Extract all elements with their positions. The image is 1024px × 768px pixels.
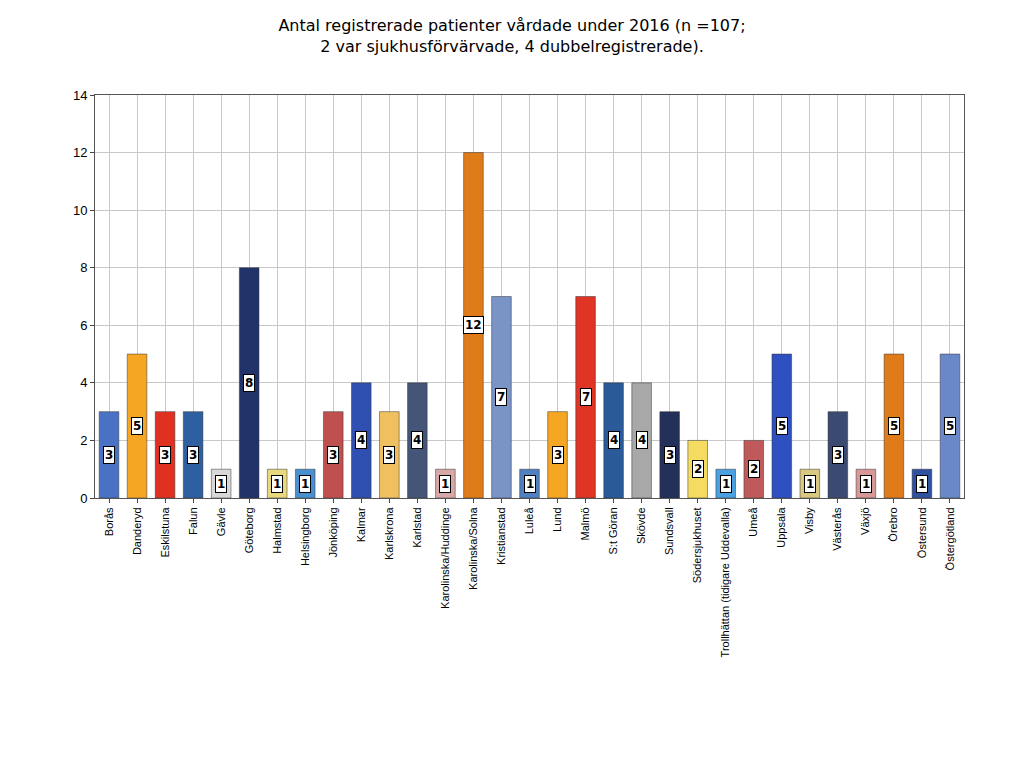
svg-text:Karolinska/Huddinge: Karolinska/Huddinge <box>439 507 451 609</box>
svg-text:Kalmar: Kalmar <box>355 507 367 542</box>
svg-text:1: 1 <box>526 477 534 491</box>
svg-text:3: 3 <box>834 448 842 462</box>
svg-text:0: 0 <box>80 491 87 506</box>
svg-text:1: 1 <box>806 477 814 491</box>
svg-text:Halmstad: Halmstad <box>271 507 283 553</box>
svg-text:Visby: Visby <box>803 507 815 534</box>
svg-text:3: 3 <box>161 448 169 462</box>
svg-text:7: 7 <box>582 390 590 404</box>
svg-text:8: 8 <box>80 260 87 275</box>
svg-text:Malmö: Malmö <box>579 507 591 540</box>
svg-text:1: 1 <box>918 477 926 491</box>
svg-text:Eskilstuna: Eskilstuna <box>159 507 171 558</box>
svg-text:14: 14 <box>73 88 87 103</box>
svg-text:Lund: Lund <box>551 507 563 531</box>
svg-text:1: 1 <box>217 477 225 491</box>
svg-text:4: 4 <box>357 433 365 447</box>
svg-text:2: 2 <box>750 462 758 476</box>
svg-text:7: 7 <box>497 390 505 404</box>
svg-text:Växjö: Växjö <box>859 507 871 535</box>
svg-text:2: 2 <box>694 462 702 476</box>
svg-text:5: 5 <box>890 419 898 433</box>
svg-text:4: 4 <box>610 433 618 447</box>
svg-text:3: 3 <box>329 448 337 462</box>
svg-text:4: 4 <box>638 433 646 447</box>
svg-text:Jönköping: Jönköping <box>327 507 339 557</box>
svg-text:Luleå: Luleå <box>523 507 535 535</box>
svg-text:Helsingborg: Helsingborg <box>299 507 311 566</box>
svg-text:4: 4 <box>413 433 421 447</box>
svg-text:3: 3 <box>666 448 674 462</box>
svg-text:6: 6 <box>80 318 87 333</box>
svg-text:1: 1 <box>862 477 870 491</box>
svg-text:3: 3 <box>105 448 113 462</box>
svg-text:8: 8 <box>245 376 253 390</box>
svg-text:1: 1 <box>722 477 730 491</box>
svg-text:Skövde: Skövde <box>635 507 647 544</box>
svg-text:1: 1 <box>301 477 309 491</box>
svg-text:Uppsala: Uppsala <box>775 507 787 548</box>
svg-text:Östergötland: Östergötland <box>944 507 956 570</box>
svg-text:Karlstad: Karlstad <box>411 507 423 547</box>
svg-text:3: 3 <box>189 448 197 462</box>
svg-text:Sundsvall: Sundsvall <box>663 507 675 555</box>
svg-text:2: 2 <box>80 433 87 448</box>
svg-text:12: 12 <box>465 318 482 332</box>
svg-text:12: 12 <box>73 145 87 160</box>
svg-text:Kristianstad: Kristianstad <box>495 507 507 564</box>
svg-text:Falun: Falun <box>187 507 199 535</box>
svg-text:Södersjukhuset: Södersjukhuset <box>691 507 703 583</box>
svg-text:5: 5 <box>778 419 786 433</box>
svg-text:5: 5 <box>946 419 954 433</box>
svg-text:3: 3 <box>385 448 393 462</box>
svg-text:Karlskrona: Karlskrona <box>383 507 395 560</box>
svg-text:Östersund: Östersund <box>916 507 928 558</box>
svg-text:Västerås: Västerås <box>831 507 843 551</box>
svg-text:1: 1 <box>273 477 281 491</box>
svg-text:1: 1 <box>441 477 449 491</box>
svg-text:Borås: Borås <box>103 507 115 536</box>
svg-text:Gävle: Gävle <box>215 507 227 536</box>
svg-text:Antal registrerade patienter v: Antal registrerade patienter vårdade und… <box>278 16 745 56</box>
svg-text:5: 5 <box>133 419 141 433</box>
svg-text:Göteborg: Göteborg <box>243 507 255 553</box>
svg-text:Umeå: Umeå <box>747 507 759 537</box>
svg-text:4: 4 <box>80 375 87 390</box>
svg-text:10: 10 <box>73 203 87 218</box>
svg-text:Karolinska/Solna: Karolinska/Solna <box>467 507 479 590</box>
svg-text:Danderyd: Danderyd <box>131 507 143 555</box>
svg-text:Örebro: Örebro <box>887 507 899 541</box>
svg-text:Trollhättan (tidigare Uddevall: Trollhättan (tidigare Uddevalla) <box>719 507 731 657</box>
svg-text:S:t Göran: S:t Göran <box>607 507 619 554</box>
svg-text:3: 3 <box>554 448 562 462</box>
